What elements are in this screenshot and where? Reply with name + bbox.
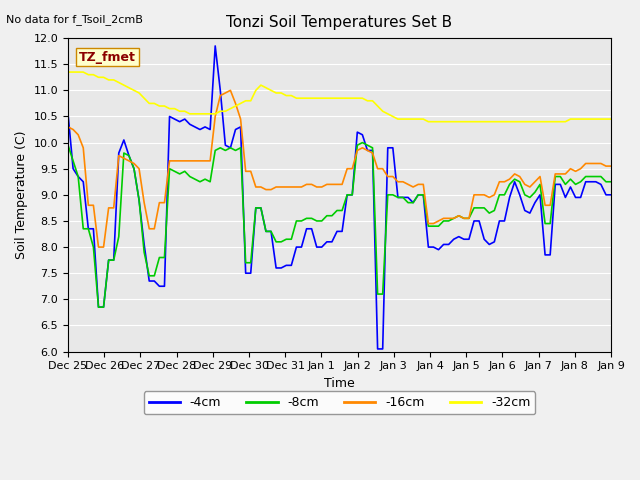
Text: TZ_fmet: TZ_fmet — [79, 51, 136, 64]
Text: No data for f_Tsoil_2cmB: No data for f_Tsoil_2cmB — [6, 14, 143, 25]
Y-axis label: Soil Temperature (C): Soil Temperature (C) — [15, 131, 28, 259]
X-axis label: Time: Time — [324, 377, 355, 390]
Title: Tonzi Soil Temperatures Set B: Tonzi Soil Temperatures Set B — [227, 15, 452, 30]
Legend: -4cm, -8cm, -16cm, -32cm: -4cm, -8cm, -16cm, -32cm — [143, 391, 536, 414]
